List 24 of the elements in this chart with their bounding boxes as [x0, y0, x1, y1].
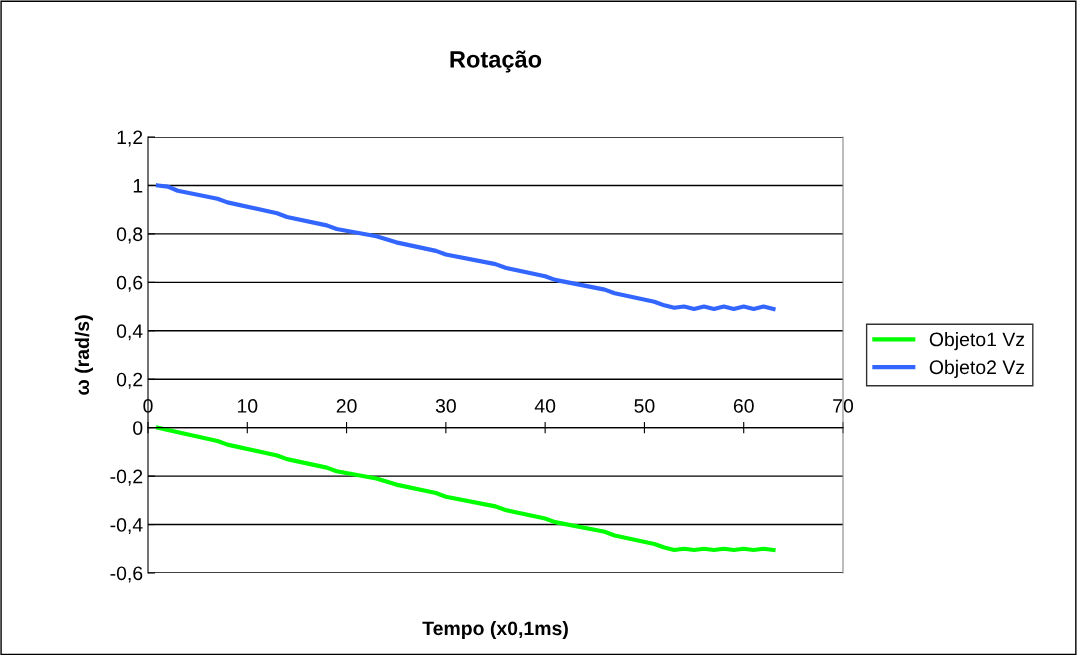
x-tick-label: 10 — [237, 399, 258, 413]
legend-label: Objeto1 Vz — [929, 332, 1025, 351]
y-tick-label: 0,2 — [116, 372, 143, 389]
y-tick-label: 1,2 — [117, 130, 143, 147]
line-series — [155, 425, 776, 553]
y-tick-label: -0,2 — [110, 469, 143, 486]
y-tick-label: 0,6 — [116, 275, 143, 292]
x-tick-label: 30 — [435, 399, 456, 413]
line-series — [155, 183, 776, 312]
y-tick-label: 0,8 — [116, 227, 143, 244]
y-tick-label: 0 — [133, 421, 143, 435]
x-tick-label: 20 — [336, 399, 357, 413]
chart-title: Rotação — [450, 50, 542, 73]
x-tick-label: 60 — [733, 399, 754, 413]
legend-label: Objeto2 Vz — [929, 359, 1025, 378]
y-tick-label: -0,6 — [110, 566, 143, 583]
x-axis-title: Tempo (x0,1ms) — [422, 620, 568, 640]
x-tick-label: 40 — [534, 399, 556, 413]
x-tick-label: 50 — [634, 399, 655, 413]
y-tick-label: 0,4 — [116, 324, 143, 341]
y-axis-title: ω (rad/s) — [74, 315, 93, 395]
y-tick-label: 1 — [133, 179, 143, 193]
x-tick-label: 70 — [833, 399, 854, 413]
y-tick-label: -0,4 — [110, 518, 143, 535]
